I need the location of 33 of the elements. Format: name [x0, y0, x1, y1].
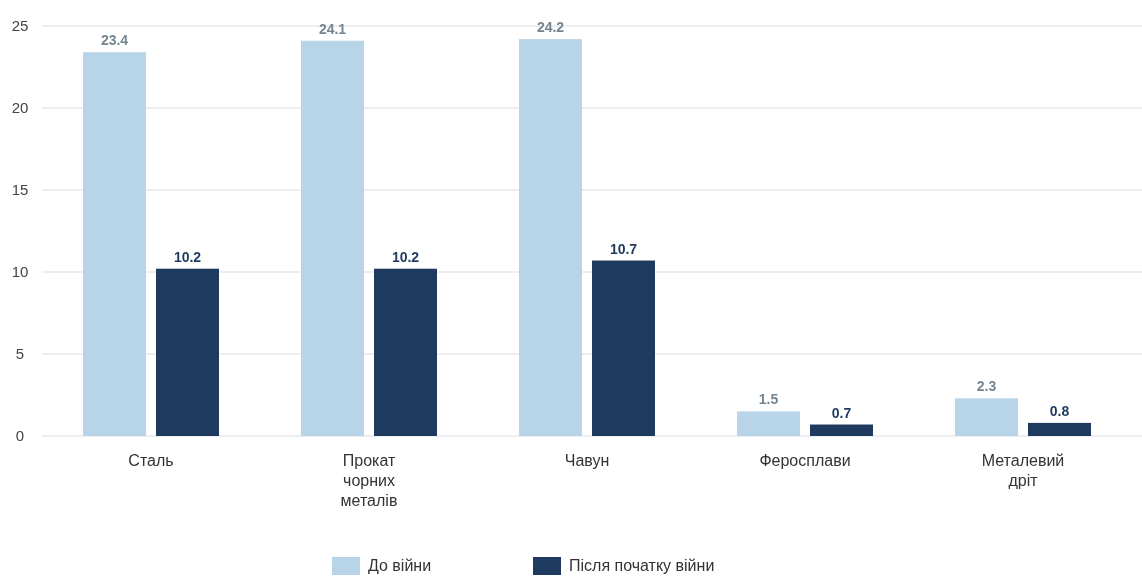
legend-label: До війни: [368, 557, 432, 574]
legend-label: Після початку війни: [569, 557, 715, 574]
data-label: 1.5: [758, 391, 779, 408]
data-label: 23.4: [100, 32, 129, 49]
y-tick-label: 25: [11, 17, 29, 34]
data-label: 24.2: [536, 19, 565, 36]
data-label: 10.7: [609, 240, 638, 257]
bar: [374, 268, 437, 436]
data-label: 10.2: [391, 248, 420, 265]
y-tick-label: 5: [15, 345, 25, 362]
x-tick-label: Металевий дріт: [981, 452, 1065, 489]
bar: [301, 40, 364, 436]
x-tick-label: Прокат чорних металів: [340, 452, 398, 509]
y-tick-label: 15: [11, 181, 29, 198]
bar: [810, 424, 873, 436]
y-tick-label: 0: [15, 427, 25, 444]
x-tick-label: Сталь: [128, 452, 174, 469]
bar: [592, 260, 655, 436]
bar: [1028, 422, 1091, 436]
bar: [519, 39, 582, 436]
x-tick-label: Феросплави: [759, 452, 851, 469]
data-label: 0.8: [1049, 402, 1070, 419]
data-label: 0.7: [831, 404, 852, 421]
y-tick-label: 20: [11, 99, 29, 116]
data-label: 10.2: [173, 248, 202, 265]
bar: [955, 398, 1018, 436]
bar: [737, 411, 800, 436]
bar: [156, 268, 219, 436]
data-label: 2.3: [976, 378, 997, 395]
data-label: 24.1: [318, 20, 347, 37]
y-tick-label: 10: [11, 263, 29, 280]
bar: [83, 52, 146, 436]
x-tick-label: Чавун: [564, 452, 610, 469]
